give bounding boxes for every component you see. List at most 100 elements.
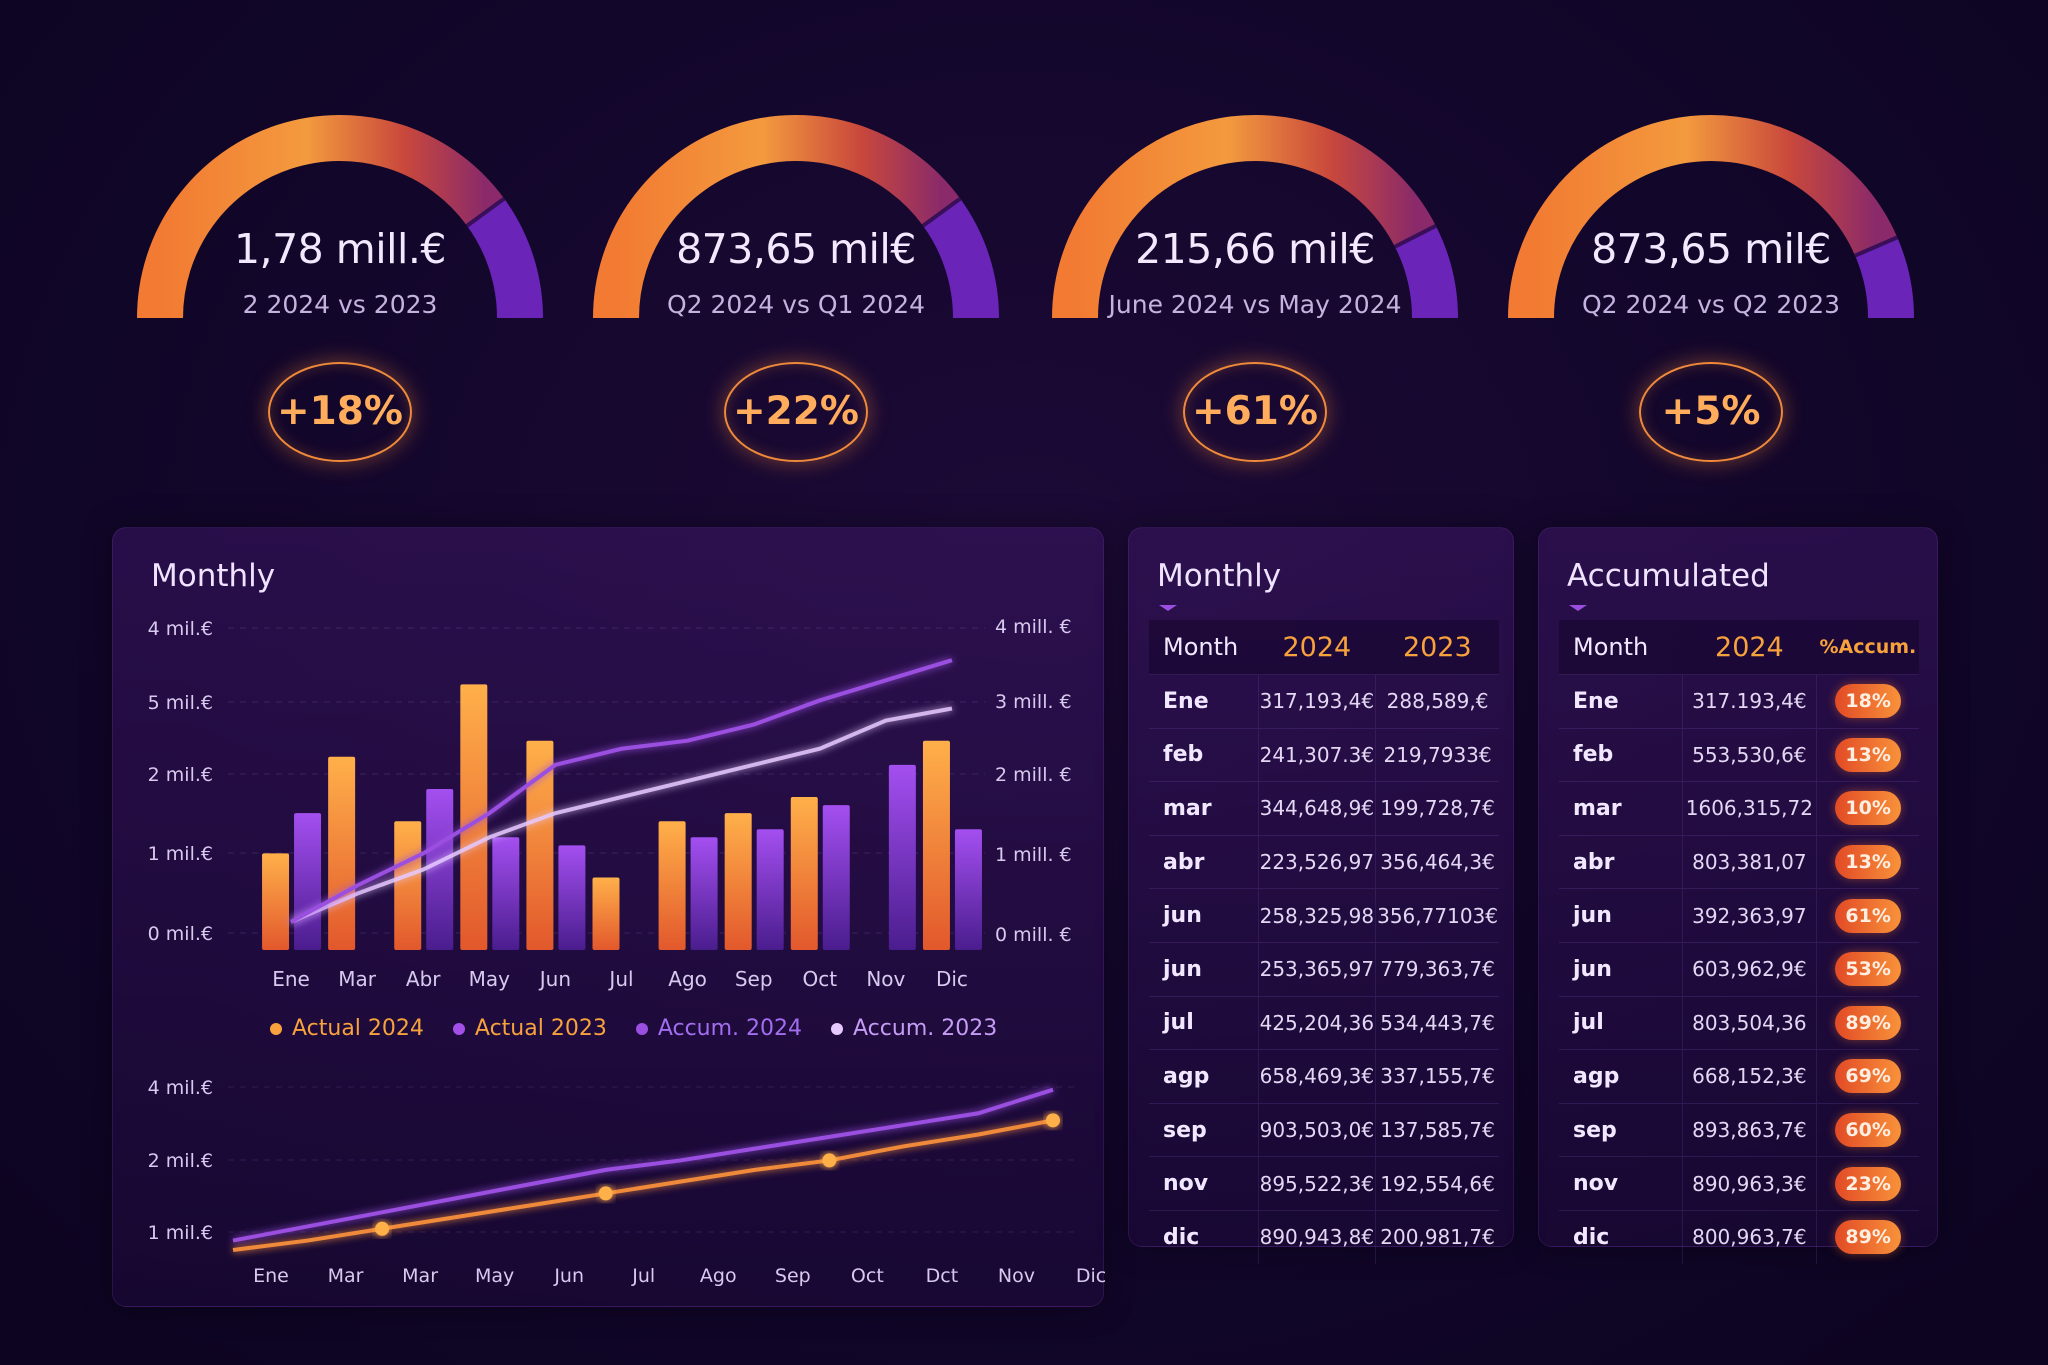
table-row[interactable]: dic 890,943,8€ 200,981,7€	[1149, 1209, 1499, 1264]
table-row[interactable]: jun 258,325,98 356,77103€	[1149, 888, 1499, 943]
status-badge: 89%	[1835, 1005, 1902, 1040]
gauge-change-badge: +5%	[1639, 362, 1783, 462]
status-badge: 89%	[1835, 1220, 1902, 1255]
table-row[interactable]: mar 344,648,9€ 199,728,7€	[1149, 781, 1499, 836]
accum-pct-cell: 18%	[1816, 674, 1919, 729]
value-cell: 658,469,3€	[1257, 1049, 1376, 1104]
value-cell: 344,648,9€	[1257, 781, 1376, 836]
value-cell: 241,307.3€	[1257, 727, 1376, 782]
gauge-arc	[593, 115, 999, 319]
gauge-remainder-arc	[1394, 225, 1458, 319]
month-cell: nov	[1149, 1156, 1259, 1211]
month-cell: jun	[1149, 888, 1259, 943]
table-row[interactable]: Ene 317.193,4€ 18%	[1559, 674, 1919, 729]
header-accum-pct[interactable]: %Accum.	[1816, 620, 1919, 675]
table-row[interactable]: jun 603,962,9€ 53%	[1559, 941, 1919, 997]
value-cell: 890,963,3€	[1681, 1156, 1817, 1211]
table-row[interactable]: sep 893,863,7€ 60%	[1559, 1102, 1919, 1157]
table-row[interactable]: dic 800,963,7€ 89%	[1559, 1209, 1919, 1264]
header-month[interactable]: Month	[1559, 620, 1682, 675]
monthly-chart-panel: Monthly	[112, 527, 1104, 1307]
value-cell: 337,155,7€	[1375, 1049, 1499, 1104]
accum-pct-cell: 61%	[1816, 888, 1919, 943]
gauge-fill-arc	[1052, 115, 1436, 319]
table-row[interactable]: nov 895,522,3€ 192,554,6€	[1149, 1156, 1499, 1211]
panel-title: Accumulated	[1567, 558, 1770, 594]
value-cell: 903,503,0€	[1257, 1102, 1376, 1157]
table-row[interactable]: jul 803,504,36 89%	[1559, 995, 1919, 1050]
table-row[interactable]: feb 241,307.3€ 219,7933€	[1149, 727, 1499, 782]
table-row[interactable]: jun 253,365,97 779,363,7€	[1149, 941, 1499, 997]
status-badge: 13%	[1835, 845, 1902, 880]
gauge-needle	[465, 197, 506, 228]
legend-actual-2023: Actual 2023	[452, 1016, 607, 1041]
accum-pct-cell: 13%	[1816, 834, 1919, 889]
gauge-needle	[921, 197, 962, 228]
gauge-remainder-arc	[922, 198, 999, 319]
gauge-fill-arc	[137, 115, 505, 319]
accum-pct-cell: 53%	[1816, 941, 1919, 997]
month-cell: jun	[1559, 941, 1682, 997]
legend-accum-2024: Accum. 2024	[635, 1016, 802, 1041]
header-month[interactable]: Month	[1149, 620, 1259, 675]
gauge-fill-arc	[593, 115, 961, 319]
kpi-gauge-1: 1,78 mill.€ 2 2024 vs 2023 +18%	[120, 100, 560, 480]
legend-actual-2024: Actual 2024	[270, 1016, 424, 1041]
accumulated-table: Month 2024 %Accum. Ene 317.193,4€ 18% feb 55…	[1559, 620, 1919, 1264]
value-cell: 803,381,07	[1681, 834, 1817, 889]
month-cell: abr	[1559, 834, 1682, 889]
table-row[interactable]: nov 890,963,3€ 23%	[1559, 1156, 1919, 1211]
month-cell: nov	[1559, 1156, 1682, 1211]
value-cell: 553,530,6€	[1681, 727, 1817, 782]
gauge-change-badge: +61%	[1183, 362, 1327, 462]
accum-pct-cell: 23%	[1816, 1156, 1919, 1211]
gauge-comparison: Q2 2024 vs Q2 2023	[1581, 290, 1841, 319]
table-row[interactable]: agp 658,469,3€ 337,155,7€	[1149, 1049, 1499, 1104]
month-cell: jul	[1559, 995, 1682, 1050]
value-cell: 895,522,3€	[1257, 1156, 1376, 1211]
accum-pct-cell: 60%	[1816, 1102, 1919, 1157]
table-row[interactable]: abr 803,381,07 13%	[1559, 834, 1919, 889]
value-cell: 779,363,7€	[1375, 941, 1499, 997]
table-row[interactable]: jun 392,363,97 61%	[1559, 888, 1919, 943]
value-cell: 392,363,97	[1681, 888, 1817, 943]
value-cell: 1606,315,72	[1681, 781, 1817, 836]
value-cell: 890,943,8€	[1257, 1209, 1376, 1264]
table-row[interactable]: jul 425,204,36 534,443,7€	[1149, 995, 1499, 1050]
header-2024[interactable]: 2024	[1258, 620, 1376, 675]
accum-pct-cell: 89%	[1816, 1209, 1919, 1264]
value-cell: 800,963,7€	[1681, 1209, 1817, 1264]
panel-title: Monthly	[151, 558, 276, 594]
chart-legend: Actual 2024 Actual 2023 Accum. 2024 Accu…	[270, 1016, 1019, 1041]
month-cell: abr	[1149, 834, 1259, 889]
table-row[interactable]: agp 668,152,3€ 69%	[1559, 1049, 1919, 1104]
value-cell: 317,193,4€	[1257, 674, 1376, 729]
chevron-down-icon[interactable]	[1569, 605, 1587, 611]
accum-pct-cell: 13%	[1816, 727, 1919, 782]
accum-pct-cell: 10%	[1816, 781, 1919, 836]
gauge-change-badge: +22%	[724, 362, 868, 462]
status-badge: 23%	[1835, 1166, 1902, 1201]
month-cell: mar	[1559, 781, 1682, 836]
status-badge: 61%	[1835, 898, 1902, 933]
header-2023[interactable]: 2023	[1375, 620, 1499, 675]
month-cell: feb	[1559, 727, 1682, 782]
gauge-value: 215,66 mil€	[1135, 225, 1375, 273]
month-cell: sep	[1149, 1102, 1259, 1157]
month-cell: Ene	[1149, 674, 1259, 729]
table-row[interactable]: sep 903,503,0€ 137,585,7€	[1149, 1102, 1499, 1157]
table-row[interactable]: mar 1606,315,72 10%	[1559, 781, 1919, 836]
month-cell: feb	[1149, 727, 1259, 782]
table-row[interactable]: abr 223,526,97 356,464,3€	[1149, 834, 1499, 889]
header-2024[interactable]: 2024	[1682, 620, 1817, 675]
gauge-value: 1,78 mill.€	[233, 225, 447, 273]
chevron-down-icon[interactable]	[1159, 605, 1177, 611]
gauge-comparison: June 2024 vs May 2024	[1108, 290, 1402, 319]
value-cell: 317.193,4€	[1681, 674, 1817, 729]
status-badge: 60%	[1835, 1113, 1902, 1148]
table-row[interactable]: feb 553,530,6€ 13%	[1559, 727, 1919, 782]
month-cell: jul	[1149, 995, 1259, 1050]
gauge-comparison: Q2 2024 vs Q1 2024	[666, 290, 926, 319]
table-row[interactable]: Ene 317,193,4€ 288,589,€	[1149, 674, 1499, 729]
month-cell: jun	[1149, 941, 1259, 997]
